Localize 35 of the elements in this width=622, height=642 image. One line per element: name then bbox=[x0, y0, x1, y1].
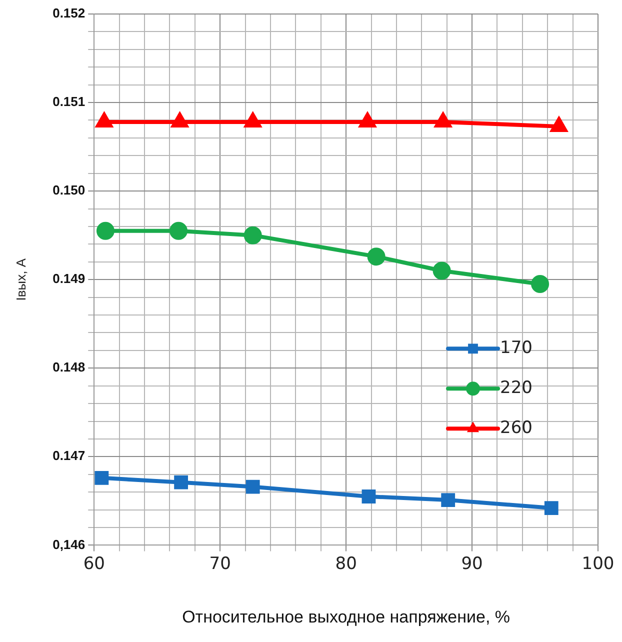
point bbox=[362, 490, 376, 504]
point bbox=[432, 262, 451, 280]
point bbox=[174, 475, 188, 490]
y-tick-label: 0,146 bbox=[52, 536, 86, 552]
legend-label: 170 bbox=[500, 338, 532, 358]
y-tick-label: 0.149 bbox=[52, 271, 86, 286]
point bbox=[246, 480, 260, 494]
point bbox=[441, 493, 456, 507]
y-tick-label: 0.148 bbox=[52, 360, 86, 375]
point bbox=[96, 113, 112, 128]
x-tick-label: 60 bbox=[83, 554, 105, 574]
point bbox=[359, 113, 376, 128]
point bbox=[550, 117, 568, 132]
point bbox=[172, 113, 188, 128]
point bbox=[244, 113, 261, 128]
point bbox=[96, 222, 114, 240]
point bbox=[544, 501, 558, 515]
point bbox=[531, 275, 550, 294]
x-tick-label: 70 bbox=[209, 554, 231, 574]
legend-label: 220 bbox=[500, 378, 532, 398]
point bbox=[170, 222, 188, 240]
point bbox=[367, 248, 386, 266]
point bbox=[94, 470, 109, 485]
x-tick-label: 80 bbox=[335, 554, 357, 574]
point bbox=[244, 226, 262, 244]
y-tick-label: 0.150 bbox=[52, 182, 86, 198]
x-tick-label: 100 bbox=[582, 554, 614, 574]
point bbox=[435, 113, 452, 128]
y-tick-label: 0.152 bbox=[52, 6, 86, 21]
legend-label: 260 bbox=[500, 418, 532, 438]
x-axis-title: Относительное выходное напряжение, % bbox=[182, 607, 510, 626]
x-tick-label: 90 bbox=[461, 554, 483, 574]
y-tick-label: 0.151 bbox=[52, 94, 86, 110]
y-tick-label: 0.147 bbox=[52, 448, 86, 464]
y-axis-title: Iвых, А bbox=[13, 258, 28, 301]
